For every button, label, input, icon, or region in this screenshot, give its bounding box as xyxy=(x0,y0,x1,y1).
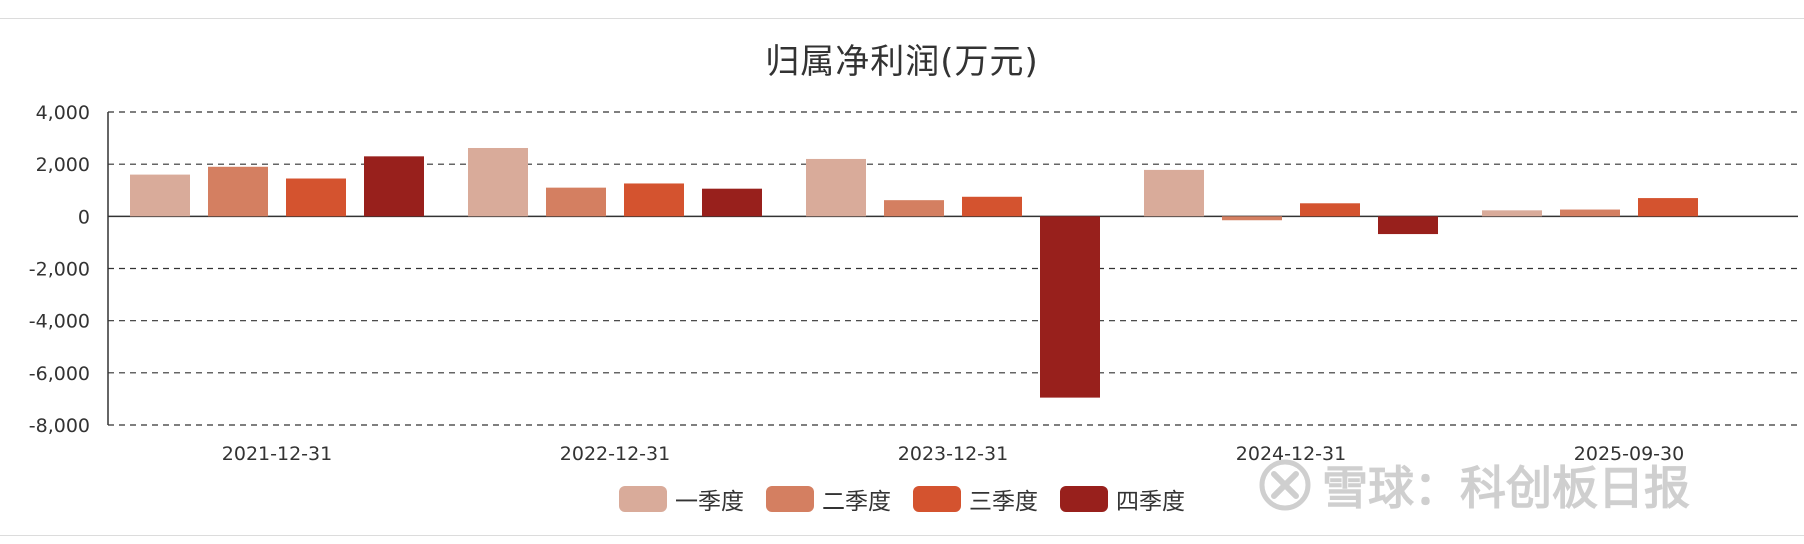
chart-title: 归属净利润(万元) xyxy=(765,42,1039,82)
bar xyxy=(624,183,684,217)
bar xyxy=(208,166,268,217)
bottom-divider xyxy=(0,535,1804,536)
bar xyxy=(1482,210,1542,217)
watermark-text: 雪球：科创板日报 xyxy=(1322,461,1690,515)
top-divider xyxy=(0,18,1804,19)
y-tick-label: -2,000 xyxy=(29,259,90,281)
bar xyxy=(1560,209,1620,217)
x-tick-label: 2025-09-30 xyxy=(1574,443,1684,465)
legend-item-q2[interactable]: 二季度 xyxy=(766,482,891,516)
legend-label-q4: 四季度 xyxy=(1116,489,1185,515)
x-tick-label: 2023-12-31 xyxy=(898,443,1008,465)
bar xyxy=(1378,216,1438,235)
legend-label-q1: 一季度 xyxy=(675,489,744,515)
y-tick-label: 4,000 xyxy=(36,102,90,124)
watermark: 雪球：科创板日报 xyxy=(1258,455,1690,515)
x-tick-label: 2022-12-31 xyxy=(560,443,670,465)
bar xyxy=(806,158,866,217)
legend-swatch-q3 xyxy=(913,486,961,512)
y-tick-label: -6,000 xyxy=(29,363,90,385)
bar xyxy=(286,178,346,217)
bar xyxy=(962,196,1022,217)
y-tick-label: -4,000 xyxy=(29,311,90,333)
bar xyxy=(884,200,944,217)
bar xyxy=(364,156,424,217)
bar xyxy=(1300,203,1360,217)
legend-item-q4[interactable]: 四季度 xyxy=(1060,482,1185,516)
bar xyxy=(702,188,762,217)
legend-item-q1[interactable]: 一季度 xyxy=(619,482,744,516)
legend-item-q3[interactable]: 三季度 xyxy=(913,482,1038,516)
x-tick-label: 2021-12-31 xyxy=(222,443,332,465)
bar xyxy=(1040,216,1100,398)
y-tick-label: 2,000 xyxy=(36,154,90,176)
legend-swatch-q1 xyxy=(619,486,667,512)
legend-swatch-q2 xyxy=(766,486,814,512)
legend: 一季度 二季度 三季度 四季度 xyxy=(0,482,1804,516)
y-tick-label: -8,000 xyxy=(29,415,90,437)
bar xyxy=(1638,198,1698,217)
x-tick-label: 2024-12-31 xyxy=(1236,443,1346,465)
bar xyxy=(1222,216,1282,221)
bar xyxy=(130,174,190,217)
bar xyxy=(546,187,606,217)
y-tick-label: 0 xyxy=(78,206,90,228)
xueqiu-logo-icon xyxy=(1259,459,1311,511)
bar xyxy=(1144,169,1204,217)
legend-label-q2: 二季度 xyxy=(822,489,891,515)
legend-label-q3: 三季度 xyxy=(969,489,1038,515)
bar xyxy=(468,147,528,217)
legend-swatch-q4 xyxy=(1060,486,1108,512)
